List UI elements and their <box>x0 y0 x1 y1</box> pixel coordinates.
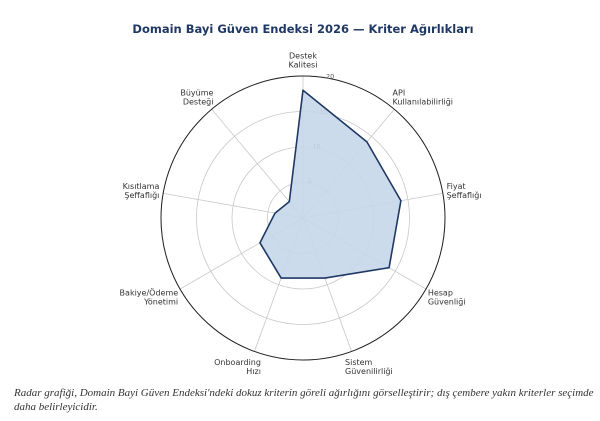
grid-spoke <box>211 108 304 219</box>
category-label: Büyüme Desteği <box>180 88 213 106</box>
category-label: Destek Kalitesi <box>289 52 318 70</box>
category-label: Kısıtlama Şeffaflığı <box>123 182 160 200</box>
category-label: API Kullanılabilirliği <box>393 88 453 106</box>
r-tick-label: 20 <box>326 73 334 81</box>
outer-circle <box>160 75 446 361</box>
category-label: Bakiye/Ödeme Yönetimi <box>120 288 179 307</box>
chart-title: Domain Bayi Güven Endeksi 2026 — Kriter … <box>132 22 473 36</box>
chart: Domain Bayi Güven Endeksi 2026 — Kriter … <box>120 22 482 376</box>
data-area <box>259 89 402 279</box>
category-label: Hesap Güvenliği <box>428 289 466 307</box>
category-label: Sistem Güvenilirliği <box>345 358 393 376</box>
category-label: Fiyat Şeffaflığı <box>447 182 482 200</box>
caption: Radar grafiği, Domain Bayi Güven Endeksi… <box>14 387 594 413</box>
category-label: Onboarding Hızı <box>214 358 261 376</box>
